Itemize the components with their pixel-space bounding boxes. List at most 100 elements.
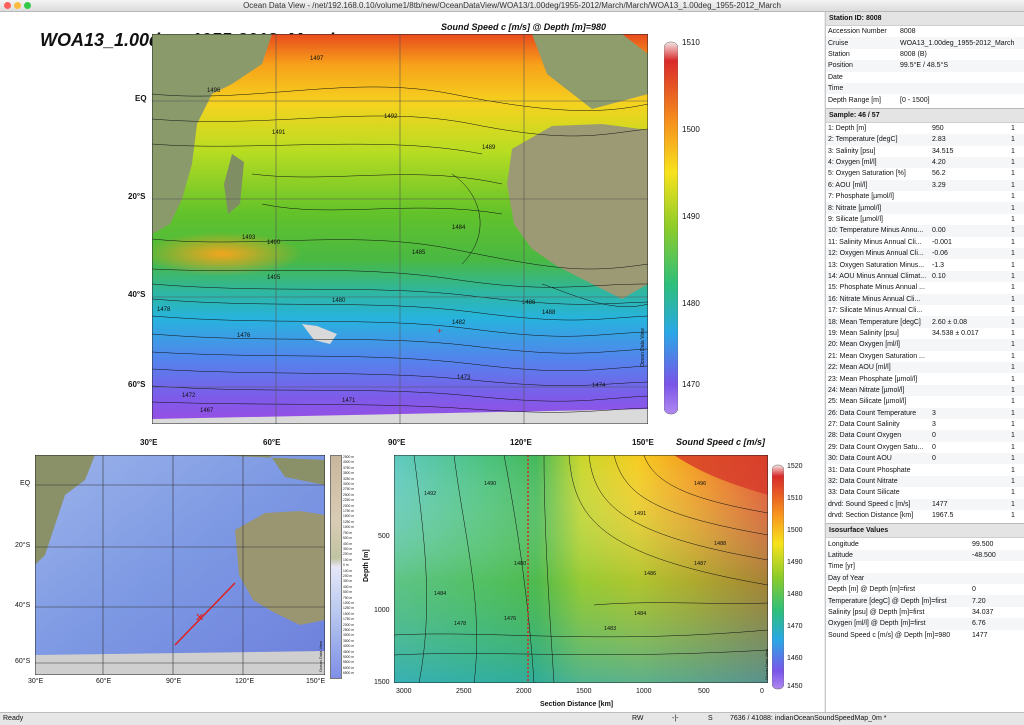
minimize-window-button[interactable] xyxy=(14,2,21,9)
info-flag: 1 xyxy=(1011,307,1015,315)
info-row[interactable]: 20: Mean Oxygen [ml/l] 1 xyxy=(826,339,1024,351)
section-xlabel: Section Distance [km] xyxy=(540,701,614,708)
info-label: 5: Oxygen Saturation [%] xyxy=(828,170,906,178)
close-window-button[interactable] xyxy=(4,2,11,9)
info-row[interactable]: 3: Salinity [psu] 34.515 1 xyxy=(826,146,1024,157)
info-row[interactable]: 5: Oxygen Saturation [%] 56.2 1 xyxy=(826,168,1024,179)
info-row[interactable]: 7: Phosphate [µmol/l] 1 xyxy=(826,191,1024,202)
info-row[interactable]: Oxygen [ml/l] @ Depth [m]=first 6.76 xyxy=(826,618,1024,630)
info-value: WOA13_1.00deg_1955-2012_March xyxy=(898,37,1024,49)
info-row[interactable]: 33: Data Count Silicate 1 xyxy=(826,487,1024,498)
section-x-tick: 1500 xyxy=(576,688,592,695)
info-row[interactable]: Salinity [psu] @ Depth [m]=first 34.037 xyxy=(826,607,1024,618)
info-row[interactable]: 8: Nitrate [µmol/l] 1 xyxy=(826,202,1024,214)
info-row[interactable]: Sound Speed c [m/s] @ Depth [m]=980 1477 xyxy=(826,630,1024,641)
info-row[interactable]: 2: Temperature [degC] 2.83 1 xyxy=(826,134,1024,146)
lon-label: 120°E xyxy=(235,678,255,685)
info-flag: 1 xyxy=(1011,170,1015,178)
info-row[interactable]: 9: Silicate [µmol/l] 1 xyxy=(826,214,1024,225)
info-row[interactable]: Time xyxy=(826,82,1024,95)
info-row[interactable]: 30: Data Count AOU 0 1 xyxy=(826,453,1024,465)
info-row[interactable]: 24: Mean Nitrate [µmol/l] 1 xyxy=(826,384,1024,397)
contour-label: 1467 xyxy=(200,408,214,414)
info-row[interactable]: Temperature [degC] @ Depth [m]=first 7.20 xyxy=(826,595,1024,607)
lat-label: 60°S xyxy=(15,658,31,665)
info-row[interactable]: 25: Mean Silicate [µmol/l] 1 xyxy=(826,396,1024,407)
info-row[interactable]: 28: Data Count Oxygen 0 1 xyxy=(826,430,1024,442)
info-row[interactable]: 16: Nitrate Minus Annual Cli... 1 xyxy=(826,293,1024,305)
info-row[interactable]: 10: Temperature Minus Annu... 0.00 1 xyxy=(826,225,1024,237)
plot-canvas[interactable]: WOA13_1.00deg_1955-2012_March Sound Spee… xyxy=(0,12,824,712)
info-row[interactable]: Cruise WOA13_1.00deg_1955-2012_March xyxy=(826,37,1024,49)
section-plot[interactable]: 1492 1490 1484 1478 1476 1480 1483 1484 … xyxy=(394,455,768,683)
info-row[interactable]: Date xyxy=(826,72,1024,83)
lon-label: 60°E xyxy=(263,438,281,447)
info-row[interactable]: 31: Data Count Phosphate 1 xyxy=(826,464,1024,475)
info-value: 2.83 xyxy=(930,134,1009,146)
info-row[interactable]: 21: Mean Oxygen Saturation ... 1 xyxy=(826,351,1024,362)
window-titlebar: Ocean Data View - /net/192.168.0.10/volu… xyxy=(0,0,1024,12)
info-value xyxy=(970,572,1024,584)
info-label: Depth Range [m] xyxy=(828,96,881,104)
info-row[interactable]: Depth Range [m] [0 - 1500] xyxy=(826,94,1024,105)
contour-label: 1474 xyxy=(592,383,606,389)
info-value: 2.60 ± 0.08 xyxy=(930,316,1009,328)
info-label: 15: Phosphate Minus Annual ... xyxy=(828,284,925,292)
info-row[interactable]: 12: Oxygen Minus Annual Cli... -0.06 1 xyxy=(826,248,1024,260)
info-row[interactable]: 32: Data Count Nitrate 1 xyxy=(826,475,1024,488)
isosurface-table: Longitude 99.500 Latitude -48.500 Time [yr] D… xyxy=(826,538,1024,641)
info-row[interactable]: Position 99.5°E / 48.5°S xyxy=(826,60,1024,72)
info-label: 27: Data Count Salinity xyxy=(828,421,900,429)
section-colorbar-tick: 1500 xyxy=(787,527,803,534)
info-flag: 1 xyxy=(1011,261,1015,269)
info-flag: 1 xyxy=(1011,124,1015,132)
info-row[interactable]: drvd: Section Distance [km] 1967.5 1 xyxy=(826,510,1024,521)
info-row[interactable]: 27: Data Count Salinity 3 1 xyxy=(826,419,1024,430)
info-row[interactable]: 6: AOU [ml/l] 3.29 1 xyxy=(826,179,1024,192)
info-row[interactable]: Day of Year xyxy=(826,572,1024,584)
info-row[interactable]: 22: Mean AOU [ml/l] 1 xyxy=(826,361,1024,374)
info-label: 13: Oxygen Saturation Minus... xyxy=(828,261,925,269)
info-row[interactable]: 11: Salinity Minus Annual Cli... -0.001 1 xyxy=(826,237,1024,248)
info-row[interactable]: 26: Data Count Temperature 3 1 xyxy=(826,407,1024,419)
info-value xyxy=(970,561,1024,572)
info-row[interactable]: 23: Mean Phosphate [µmol/l] 1 xyxy=(826,373,1024,384)
info-row[interactable]: Station 8008 (B) xyxy=(826,49,1024,60)
info-row[interactable]: 19: Mean Salinity [psu] 34.538 ± 0.017 1 xyxy=(826,328,1024,339)
info-row[interactable]: drvd: Sound Speed c [m/s] 1477 1 xyxy=(826,498,1024,511)
info-row[interactable]: 17: Silicate Minus Annual Cli... 1 xyxy=(826,305,1024,316)
station-marker[interactable]: ✕ xyxy=(195,612,204,624)
info-row[interactable]: 18: Mean Temperature [degC] 2.60 ± 0.08 1 xyxy=(826,316,1024,328)
info-row[interactable]: Time [yr] xyxy=(826,561,1024,572)
info-value xyxy=(898,82,1024,95)
contour-label: 1491 xyxy=(272,130,286,136)
info-row[interactable]: Latitude -48.500 xyxy=(826,549,1024,562)
australia-land xyxy=(507,124,648,299)
section-line[interactable] xyxy=(174,582,236,646)
info-row[interactable]: 14: AOU Minus Annual Climat... 0.10 1 xyxy=(826,270,1024,283)
info-value xyxy=(930,384,1009,397)
info-row[interactable]: 1: Depth [m] 950 1 xyxy=(826,123,1024,134)
info-row[interactable]: Depth [m] @ Depth [m]=first 0 xyxy=(826,584,1024,595)
info-flag: 1 xyxy=(1009,498,1024,511)
section-x-tick: 2000 xyxy=(516,688,532,695)
info-value: 1477 xyxy=(972,631,988,639)
station-header: Station ID: 8008 xyxy=(826,12,1024,26)
info-row[interactable]: Accession Number 8008 xyxy=(826,26,1024,37)
info-row[interactable]: 15: Phosphate Minus Annual ... 1 xyxy=(826,282,1024,293)
info-row[interactable]: 13: Oxygen Saturation Minus... -1.3 1 xyxy=(826,259,1024,270)
station-map[interactable]: ✕ xyxy=(35,455,325,675)
info-label: 9: Silicate [µmol/l] xyxy=(828,216,883,224)
info-flag: 1 xyxy=(1009,225,1024,237)
info-row[interactable]: 29: Data Count Oxygen Satu... 0 1 xyxy=(826,442,1024,453)
station-marker[interactable]: + xyxy=(437,326,442,336)
info-row[interactable]: Longitude 99.500 xyxy=(826,538,1024,549)
info-value xyxy=(898,72,1024,83)
main-map[interactable]: 1496 1497 1492 1491 1490 1489 1488 1484 … xyxy=(152,34,648,424)
info-row[interactable]: 4: Oxygen [ml/l] 4.20 1 xyxy=(826,156,1024,169)
info-label: 4: Oxygen [ml/l] xyxy=(826,156,930,169)
section-colorbar-tick: 1520 xyxy=(787,463,803,470)
window-title: Ocean Data View - /net/192.168.0.10/volu… xyxy=(243,1,781,10)
contour-label: 1484 xyxy=(452,225,466,231)
zoom-window-button[interactable] xyxy=(24,2,31,9)
